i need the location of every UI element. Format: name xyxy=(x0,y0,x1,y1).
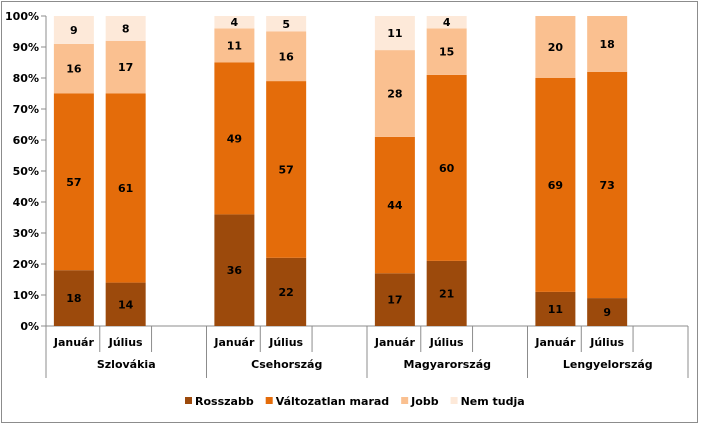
bar-valtozatlan-marad-csehorszag-januar xyxy=(214,62,255,215)
bar-rosszabb-csehorszag-januar xyxy=(214,214,255,326)
data-label-jobb: 17 xyxy=(118,61,133,74)
bar-nem-tudja-szlovakia-julius xyxy=(105,16,146,41)
group-label: Magyarország xyxy=(404,358,492,371)
data-label-rosszabb: 18 xyxy=(66,292,81,305)
y-tick-label: 90% xyxy=(13,41,39,54)
data-label-valtozatlan-marad: 60 xyxy=(439,162,455,175)
bar-jobb-csehorszag-januar xyxy=(214,28,255,63)
legend-swatch-rosszabb xyxy=(185,397,192,404)
data-label-rosszabb: 9 xyxy=(603,306,611,319)
data-label-nem-tudja: 5 xyxy=(282,18,290,31)
data-label-jobb: 18 xyxy=(600,38,615,51)
category-label: Január xyxy=(374,336,416,349)
data-label-valtozatlan-marad: 49 xyxy=(227,132,242,145)
legend-label-jobb: Jobb xyxy=(410,395,439,408)
data-label-valtozatlan-marad: 57 xyxy=(66,176,81,189)
bar-jobb-lengyelorszag-julius xyxy=(587,16,628,72)
legend-label-valtozatlan-marad: Változatlan marad xyxy=(276,395,389,408)
data-label-valtozatlan-marad: 73 xyxy=(600,179,615,192)
data-label-nem-tudja: 11 xyxy=(387,27,402,40)
category-label: Július xyxy=(429,336,464,349)
data-label-jobb: 11 xyxy=(227,39,242,52)
data-label-jobb: 28 xyxy=(387,88,402,101)
bar-rosszabb-szlovakia-januar xyxy=(53,270,94,326)
bar-nem-tudja-magyarorszag-januar xyxy=(374,16,415,51)
data-label-jobb: 16 xyxy=(279,50,295,63)
data-label-jobb: 16 xyxy=(66,63,82,76)
legend-swatch-valtozatlan-marad xyxy=(265,397,273,404)
bar-nem-tudja-szlovakia-januar xyxy=(53,16,94,44)
bar-jobb-magyarorszag-julius xyxy=(426,28,467,75)
data-label-rosszabb: 14 xyxy=(118,298,134,311)
legend-label-nem-tudja: Nem tudja xyxy=(461,395,525,408)
category-label: Július xyxy=(589,336,624,349)
bar-valtozatlan-marad-csehorszag-julius xyxy=(266,81,307,258)
data-label-valtozatlan-marad: 61 xyxy=(118,182,133,195)
bar-valtozatlan-marad-szlovakia-januar xyxy=(53,93,94,271)
bar-jobb-szlovakia-julius xyxy=(105,40,146,94)
data-label-nem-tudja: 4 xyxy=(443,16,451,29)
group-label: Lengyelország xyxy=(563,358,653,371)
data-label-rosszabb: 11 xyxy=(548,303,563,316)
y-tick-label: 100% xyxy=(5,10,39,23)
bar-rosszabb-magyarorszag-januar xyxy=(374,273,415,326)
group-label: Szlovákia xyxy=(97,358,156,371)
legend-label-rosszabb: Rosszabb xyxy=(195,395,254,408)
bar-valtozatlan-marad-lengyelorszag-januar xyxy=(535,78,576,292)
bar-rosszabb-szlovakia-julius xyxy=(105,282,146,326)
data-label-rosszabb: 36 xyxy=(227,264,243,277)
category-label: Július xyxy=(108,336,143,349)
y-tick-label: 60% xyxy=(13,134,39,147)
legend-swatch-jobb xyxy=(401,397,409,404)
data-label-nem-tudja: 8 xyxy=(122,22,130,35)
data-label-valtozatlan-marad: 44 xyxy=(387,199,403,212)
data-label-jobb: 20 xyxy=(548,41,564,54)
y-tick-label: 50% xyxy=(13,165,39,178)
bar-rosszabb-magyarorszag-julius xyxy=(426,260,467,326)
legend-swatch-nem-tudja xyxy=(450,397,458,404)
data-label-nem-tudja: 4 xyxy=(231,16,239,29)
data-label-rosszabb: 21 xyxy=(439,287,454,300)
data-label-valtozatlan-marad: 57 xyxy=(279,163,294,176)
y-tick-label: 20% xyxy=(13,258,39,271)
bar-rosszabb-lengyelorszag-julius xyxy=(587,298,628,326)
bar-nem-tudja-magyarorszag-julius xyxy=(426,16,467,29)
bar-valtozatlan-marad-magyarorszag-januar xyxy=(374,136,415,274)
bar-valtozatlan-marad-lengyelorszag-julius xyxy=(587,71,628,299)
y-tick-label: 10% xyxy=(13,289,39,302)
bar-rosszabb-lengyelorszag-januar xyxy=(535,291,576,326)
bar-nem-tudja-csehorszag-januar xyxy=(214,16,255,29)
category-label: Július xyxy=(268,336,303,349)
bar-jobb-szlovakia-januar xyxy=(53,43,94,94)
bar-valtozatlan-marad-magyarorszag-julius xyxy=(426,74,467,261)
bar-valtozatlan-marad-szlovakia-julius xyxy=(105,93,146,283)
bar-rosszabb-csehorszag-julius xyxy=(266,257,307,326)
y-tick-label: 40% xyxy=(13,196,39,209)
bar-nem-tudja-csehorszag-julius xyxy=(266,16,307,32)
y-tick-label: 0% xyxy=(20,320,39,333)
y-tick-label: 70% xyxy=(13,103,39,116)
bar-jobb-csehorszag-julius xyxy=(266,31,307,82)
data-label-valtozatlan-marad: 69 xyxy=(548,179,563,192)
data-label-rosszabb: 17 xyxy=(387,294,402,307)
category-label: Január xyxy=(534,336,576,349)
y-tick-label: 30% xyxy=(13,227,39,240)
bar-jobb-magyarorszag-januar xyxy=(374,50,415,137)
group-label: Csehország xyxy=(251,358,322,371)
data-label-nem-tudja: 9 xyxy=(70,24,78,37)
bar-jobb-lengyelorszag-januar xyxy=(535,16,576,78)
y-tick-label: 80% xyxy=(13,72,39,85)
data-label-jobb: 15 xyxy=(439,46,454,59)
category-label: Január xyxy=(53,336,95,349)
data-label-rosszabb: 22 xyxy=(279,286,294,299)
category-label: Január xyxy=(213,336,255,349)
